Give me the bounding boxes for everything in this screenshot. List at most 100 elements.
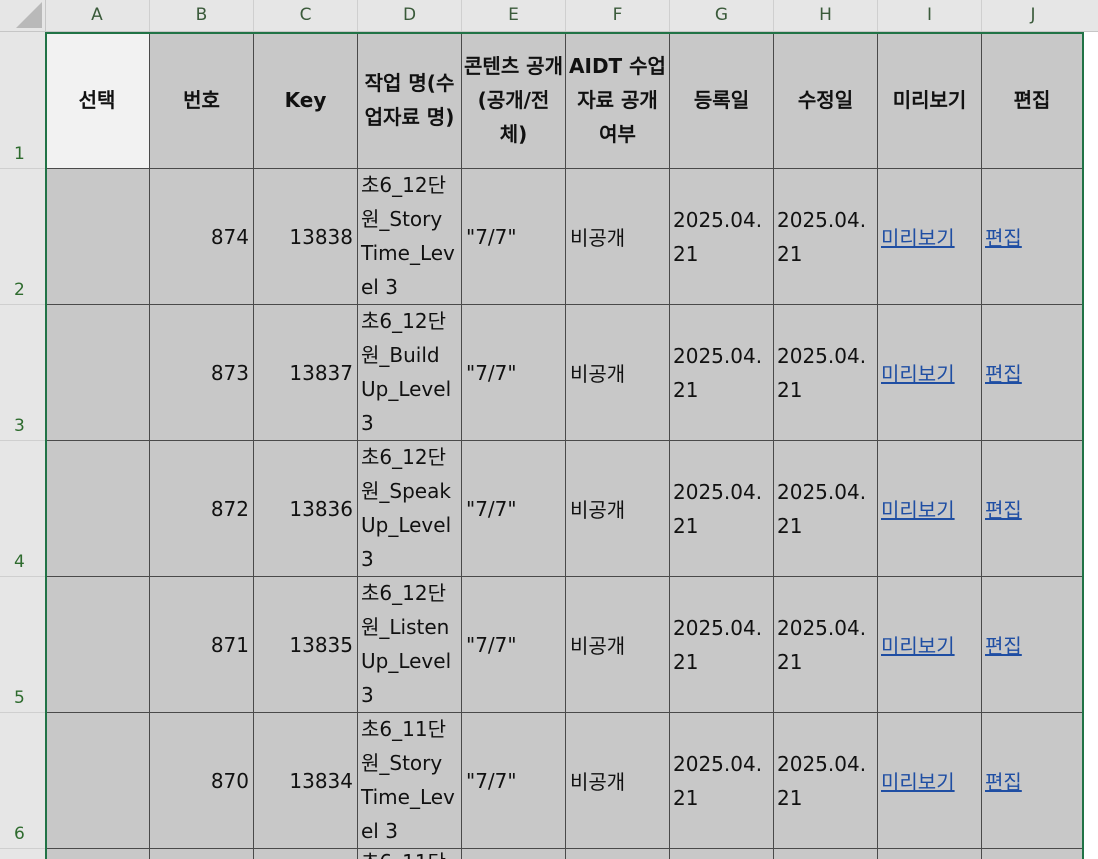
preview-cell[interactable] bbox=[878, 849, 982, 859]
number-cell[interactable]: 874 bbox=[150, 169, 254, 305]
task-name-cell[interactable]: 초6_12단원_Story Time_Level 3 bbox=[358, 169, 462, 305]
key-cell[interactable]: 13838 bbox=[254, 169, 358, 305]
preview-link[interactable]: 미리보기 bbox=[881, 498, 955, 522]
number-cell[interactable]: 870 bbox=[150, 713, 254, 849]
column-header-b[interactable]: B bbox=[150, 0, 254, 31]
task-name-cell[interactable]: 초6_11단원_Story Time_Level 3 bbox=[358, 713, 462, 849]
edit-link[interactable]: 편집 bbox=[985, 498, 1022, 522]
aidt-open-cell[interactable]: 비공개 bbox=[566, 441, 670, 577]
select-cell[interactable] bbox=[45, 577, 150, 713]
select-cell[interactable] bbox=[45, 713, 150, 849]
select-cell[interactable] bbox=[45, 169, 150, 305]
aidt-open-cell[interactable]: 비공개 bbox=[566, 577, 670, 713]
column-header-j[interactable]: J bbox=[982, 0, 1085, 31]
preview-link[interactable]: 미리보기 bbox=[881, 226, 955, 250]
content-open-cell[interactable]: "7/7" bbox=[462, 169, 566, 305]
row-number: 2 bbox=[14, 280, 25, 300]
aidt-open-cell[interactable]: 비공개 bbox=[566, 305, 670, 441]
preview-link[interactable]: 미리보기 bbox=[881, 362, 955, 386]
registered-date-cell[interactable]: 2025.04.21 bbox=[670, 441, 774, 577]
number-cell[interactable]: 872 bbox=[150, 441, 254, 577]
preview-cell: 미리보기 bbox=[878, 577, 982, 713]
row-header-3[interactable]: 3 bbox=[0, 305, 45, 441]
registered-date-cell[interactable] bbox=[670, 849, 774, 859]
modified-date-cell[interactable]: 2025.04.21 bbox=[774, 441, 878, 577]
column-header-g[interactable]: G bbox=[670, 0, 774, 31]
key-cell[interactable]: 13834 bbox=[254, 713, 358, 849]
edit-cell: 편집 bbox=[982, 305, 1083, 441]
task-name-cell[interactable]: 초6_12단원_Speak Up_Level 3 bbox=[358, 441, 462, 577]
row-header-5[interactable]: 5 bbox=[0, 577, 45, 713]
row-header-6[interactable]: 6 bbox=[0, 713, 45, 849]
edit-cell[interactable] bbox=[982, 849, 1083, 859]
modified-date-cell[interactable] bbox=[774, 849, 878, 859]
row-header-bar: 1 2 3 4 5 6 bbox=[0, 32, 46, 859]
header-aidt-open[interactable]: AIDT 수업자료 공개 여부 bbox=[566, 32, 670, 169]
column-header-a[interactable]: A bbox=[45, 0, 150, 31]
content-open-cell[interactable]: "7/7" bbox=[462, 441, 566, 577]
row-header-4[interactable]: 4 bbox=[0, 441, 45, 577]
aidt-open-cell[interactable] bbox=[566, 849, 670, 859]
task-name-cell[interactable]: 초6_11단 bbox=[358, 849, 462, 859]
row-number: 5 bbox=[14, 688, 25, 708]
preview-cell: 미리보기 bbox=[878, 169, 982, 305]
task-name-text-partial: 초6_11단 bbox=[361, 850, 446, 859]
registered-date-cell[interactable]: 2025.04.21 bbox=[670, 577, 774, 713]
edit-link[interactable]: 편집 bbox=[985, 226, 1022, 250]
column-header-d[interactable]: D bbox=[358, 0, 462, 31]
modified-date-cell[interactable]: 2025.04.21 bbox=[774, 305, 878, 441]
edit-link[interactable]: 편집 bbox=[985, 362, 1022, 386]
registered-date-cell[interactable]: 2025.04.21 bbox=[670, 169, 774, 305]
select-cell[interactable] bbox=[45, 441, 150, 577]
row-number: 4 bbox=[14, 552, 25, 572]
header-select[interactable]: 선택 bbox=[45, 32, 150, 169]
column-header-c[interactable]: C bbox=[254, 0, 358, 31]
header-key[interactable]: Key bbox=[254, 32, 358, 169]
edit-link[interactable]: 편집 bbox=[985, 770, 1022, 794]
header-registered-date[interactable]: 등록일 bbox=[670, 32, 774, 169]
content-open-cell[interactable]: "7/7" bbox=[462, 713, 566, 849]
modified-date-cell[interactable]: 2025.04.21 bbox=[774, 577, 878, 713]
number-cell[interactable]: 873 bbox=[150, 305, 254, 441]
aidt-open-cell[interactable]: 비공개 bbox=[566, 713, 670, 849]
column-header-h[interactable]: H bbox=[774, 0, 878, 31]
header-modified-date[interactable]: 수정일 bbox=[774, 32, 878, 169]
number-cell[interactable] bbox=[150, 849, 254, 859]
column-header-i[interactable]: I bbox=[878, 0, 982, 31]
aidt-open-cell[interactable]: 비공개 bbox=[566, 169, 670, 305]
preview-link[interactable]: 미리보기 bbox=[881, 634, 955, 658]
modified-date-cell[interactable]: 2025.04.21 bbox=[774, 713, 878, 849]
column-header-overflow bbox=[1083, 0, 1098, 31]
column-header-bar: A B C D E F G H I J bbox=[0, 0, 1098, 32]
header-preview[interactable]: 미리보기 bbox=[878, 32, 982, 169]
column-header-e[interactable]: E bbox=[462, 0, 566, 31]
select-cell[interactable] bbox=[45, 305, 150, 441]
content-open-cell[interactable] bbox=[462, 849, 566, 859]
key-cell[interactable] bbox=[254, 849, 358, 859]
modified-date-cell[interactable]: 2025.04.21 bbox=[774, 169, 878, 305]
key-cell[interactable]: 13835 bbox=[254, 577, 358, 713]
content-open-cell[interactable]: "7/7" bbox=[462, 305, 566, 441]
column-header-f[interactable]: F bbox=[566, 0, 670, 31]
registered-date-cell[interactable]: 2025.04.21 bbox=[670, 713, 774, 849]
registered-date-cell[interactable]: 2025.04.21 bbox=[670, 305, 774, 441]
key-cell[interactable]: 13837 bbox=[254, 305, 358, 441]
number-cell[interactable]: 871 bbox=[150, 577, 254, 713]
row-header-7[interactable] bbox=[0, 849, 45, 859]
header-number[interactable]: 번호 bbox=[150, 32, 254, 169]
header-task-name[interactable]: 작업 명(수업자료 명) bbox=[358, 32, 462, 169]
content-open-cell[interactable]: "7/7" bbox=[462, 577, 566, 713]
select-all-corner[interactable] bbox=[0, 0, 46, 31]
select-cell[interactable] bbox=[45, 849, 150, 859]
key-cell[interactable]: 13836 bbox=[254, 441, 358, 577]
preview-cell: 미리보기 bbox=[878, 305, 982, 441]
task-name-cell[interactable]: 초6_12단원_Listen Up_Level 3 bbox=[358, 577, 462, 713]
edit-link[interactable]: 편집 bbox=[985, 634, 1022, 658]
header-edit[interactable]: 편집 bbox=[982, 32, 1083, 169]
task-name-cell[interactable]: 초6_12단원_Build Up_Level 3 bbox=[358, 305, 462, 441]
preview-link[interactable]: 미리보기 bbox=[881, 770, 955, 794]
row-header-1[interactable]: 1 bbox=[0, 32, 45, 169]
header-content-open[interactable]: 콘텐츠 공개(공개/전체) bbox=[462, 32, 566, 169]
preview-cell: 미리보기 bbox=[878, 441, 982, 577]
row-header-2[interactable]: 2 bbox=[0, 169, 45, 305]
